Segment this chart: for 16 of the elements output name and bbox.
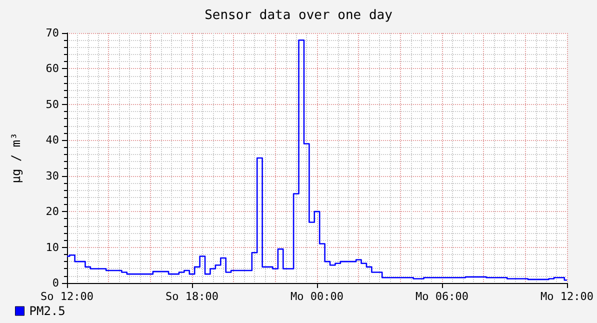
y-tick-label: 0 [52, 276, 59, 290]
legend-label: PM2.5 [29, 304, 66, 318]
y-tick-label: 20 [46, 205, 59, 218]
y-tick-label: 40 [46, 134, 59, 147]
x-tick-label: Mo 12:00 [540, 290, 594, 303]
y-tick-label: 70 [46, 26, 59, 40]
y-axis-title: µg / m³ [9, 132, 23, 184]
y-tick-label: 50 [46, 98, 59, 111]
y-tick-label: 60 [46, 62, 59, 76]
x-tick-label: So 12:00 [40, 290, 94, 303]
x-tick-label: So 18:00 [166, 290, 218, 303]
chart-title: Sensor data over one day [204, 8, 393, 23]
y-tick-label: 30 [46, 169, 59, 182]
x-tick-label: Mo 00:00 [290, 290, 344, 303]
y-tick-label: 10 [46, 240, 59, 254]
x-tick-label: Mo 06:00 [416, 290, 468, 303]
